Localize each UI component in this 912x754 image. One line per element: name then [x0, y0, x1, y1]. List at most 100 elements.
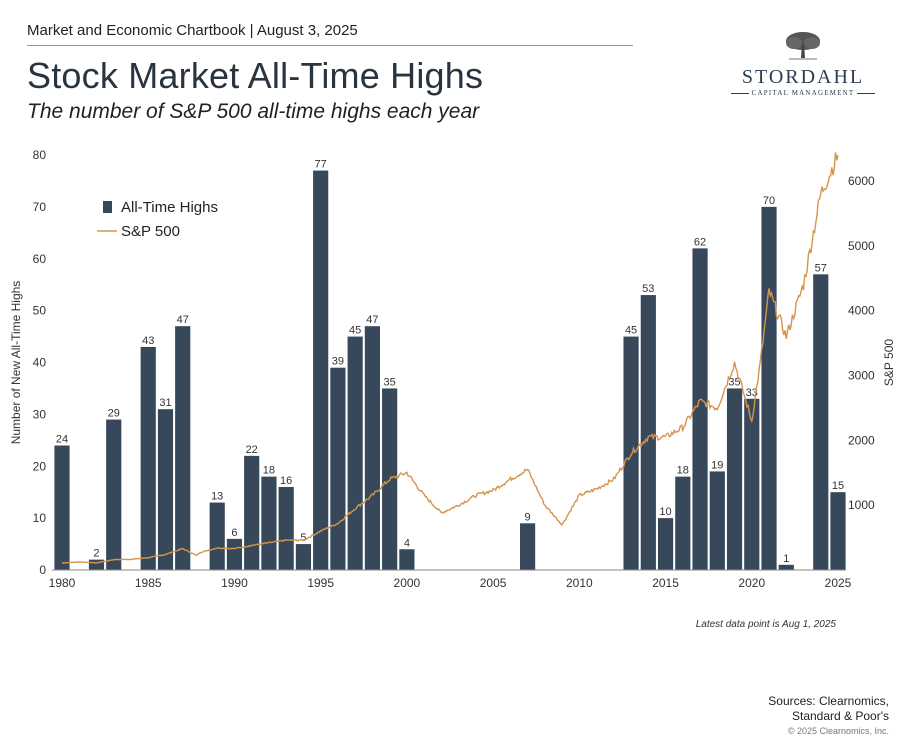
y-tick-label: 0	[39, 563, 46, 577]
bar-label-2014: 53	[642, 283, 654, 295]
logo-subtitle: CAPITAL MANAGEMENT	[728, 89, 878, 97]
bar-label-2018: 19	[711, 459, 723, 471]
bar-2017	[692, 248, 708, 570]
company-logo: STORDAHL CAPITAL MANAGEMENT	[728, 30, 878, 100]
bar-label-1983: 29	[108, 408, 120, 420]
bar-label-2024: 57	[815, 262, 827, 274]
bar-1987	[175, 326, 191, 570]
y2-tick-label: 6000	[848, 174, 875, 188]
y2-tick-label: 3000	[848, 368, 875, 382]
bar-label-1980: 24	[56, 434, 68, 446]
y2-tick-label: 2000	[848, 433, 875, 447]
legend-label-all-time-highs: All-Time Highs	[121, 199, 218, 216]
bar-label-1994: 5	[300, 532, 306, 544]
x-tick-label: 1990	[221, 576, 248, 590]
x-tick-label: 1995	[307, 576, 334, 590]
sources: Sources: Clearnomics, Standard & Poor's	[640, 694, 889, 724]
logo-name: STORDAHL	[741, 66, 865, 88]
y-tick-label: 80	[33, 148, 47, 162]
y-tick-label: 40	[33, 356, 47, 370]
bar-1997	[347, 336, 363, 570]
bar-label-2007: 9	[525, 511, 531, 523]
sources-line-2: Standard & Poor's	[791, 709, 889, 723]
y-axis-title: Number of New All-Time Highs	[9, 281, 23, 445]
y-tick-label: 20	[33, 459, 47, 473]
bar-label-1990: 6	[231, 527, 237, 539]
bar-label-1987: 47	[177, 314, 189, 326]
x-tick-label: 1980	[49, 576, 76, 590]
bar-label-1999: 35	[384, 376, 396, 388]
copyright: © 2025 Clearnomics, Inc.	[787, 726, 889, 736]
sp500-line	[61, 152, 839, 564]
bar-label-2013: 45	[625, 325, 637, 337]
legend: All-Time Highs S&P 500	[97, 199, 218, 240]
all-time-highs-chart: 2422943314713622181657739454735494553101…	[9, 148, 896, 590]
bar-2013	[623, 336, 639, 570]
bar-2020	[744, 398, 760, 570]
bar-1998	[364, 326, 380, 570]
bar-label-2015: 10	[659, 506, 671, 518]
logo-sub-text: CAPITAL MANAGEMENT	[751, 89, 855, 97]
bar-label-1996: 39	[332, 356, 344, 368]
y2-tick-label: 4000	[848, 304, 875, 318]
x-tick-label: 2015	[652, 576, 679, 590]
bar-1991	[244, 455, 260, 570]
legend-label-sp500: S&P 500	[121, 223, 180, 240]
bars-group: 24 2 29 43 31 47 13 6 22 18 16 5 77 39 45 47 35 4 9 45 53 10 1…	[54, 159, 846, 570]
header-divider	[27, 45, 633, 46]
bar-label-1986: 31	[159, 397, 171, 409]
bar-label-1995: 77	[315, 159, 327, 171]
y-tick-label: 10	[33, 511, 47, 525]
bar-label-1982: 2	[93, 548, 99, 560]
page-title: Stock Market All-Time Highs	[27, 55, 484, 96]
bar-2016	[675, 476, 691, 570]
bar-1994	[295, 544, 312, 570]
x-tick-label: 2000	[394, 576, 421, 590]
bar-label-1997: 45	[349, 325, 361, 337]
bar-label-1993: 16	[280, 475, 292, 487]
bar-1996	[330, 367, 346, 570]
bar-2022	[778, 564, 794, 570]
bar-label-2021: 70	[763, 195, 775, 207]
y-tick-label: 50	[33, 304, 47, 318]
bar-1982	[88, 559, 105, 570]
y-tick-label: 30	[33, 407, 47, 421]
bar-1995	[313, 170, 329, 570]
x-tick-label: 1985	[135, 576, 162, 590]
bar-1983	[106, 419, 122, 570]
legend-bar-swatch	[103, 201, 112, 213]
bar-label-2000: 4	[404, 537, 410, 549]
bar-2015	[657, 518, 674, 570]
y2-axis-title: S&P 500	[882, 339, 896, 386]
bar-label-2016: 18	[677, 465, 689, 477]
bar-label-1989: 13	[211, 491, 223, 503]
bar-label-2017: 62	[694, 236, 706, 248]
y2-tick-label: 5000	[848, 239, 875, 253]
bar-label-2022: 1	[783, 553, 789, 565]
x-tick-label: 2010	[566, 576, 593, 590]
page-subtitle: The number of S&P 500 all-time highs eac…	[27, 100, 480, 123]
bar-1985	[140, 346, 156, 570]
y-tick-label: 70	[33, 200, 47, 214]
bar-2025	[830, 492, 846, 570]
bar-label-1992: 18	[263, 465, 275, 477]
bar-2021	[761, 206, 777, 570]
bar-2007	[520, 523, 536, 570]
bar-2014	[640, 295, 656, 570]
x-tick-label: 2025	[825, 576, 852, 590]
bar-label-1985: 43	[142, 335, 154, 347]
sources-line-1: Sources: Clearnomics,	[768, 694, 889, 708]
bar-label-2025: 15	[832, 480, 844, 492]
y2-tick-label: 1000	[848, 498, 875, 512]
bar-2018	[709, 471, 725, 570]
bar-1986	[157, 409, 174, 570]
chartbook-header: Market and Economic Chartbook | August 3…	[27, 22, 358, 39]
latest-data-note: Latest data point is Aug 1, 2025	[695, 619, 836, 630]
bar-2000	[399, 549, 415, 570]
bar-label-1991: 22	[246, 444, 258, 456]
bar-1980	[54, 445, 70, 570]
bar-1993	[278, 487, 294, 570]
line-group	[61, 152, 839, 564]
bar-2019	[726, 388, 743, 570]
y-tick-label: 60	[33, 252, 47, 266]
